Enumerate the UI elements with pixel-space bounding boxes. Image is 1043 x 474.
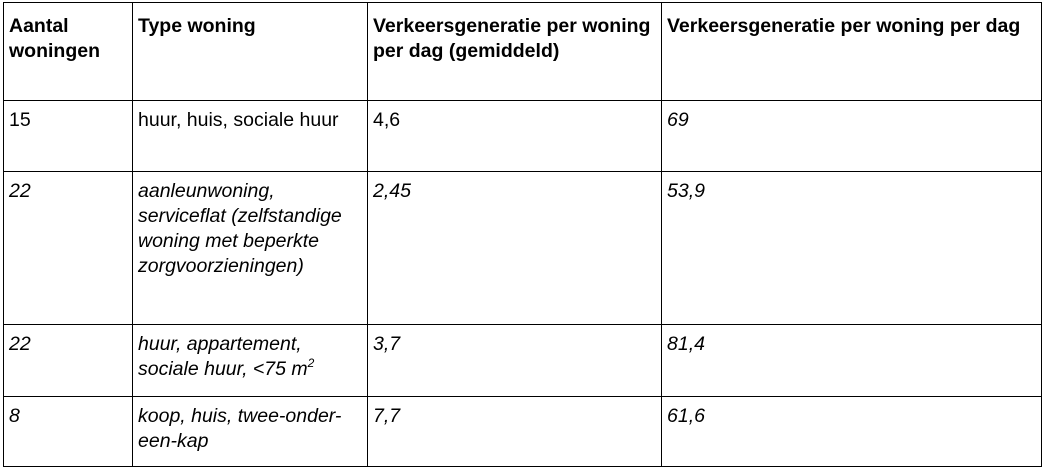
cell-type-text: koop, huis, twee-onder-een-kap <box>138 405 342 452</box>
table-row: 22 aanleunwoning, serviceflat (zelfstand… <box>3 171 1042 325</box>
cell-per-woning: 4,6 <box>367 100 662 172</box>
header-verkeersgeneratie-totaal: Verkeersgeneratie per woning per dag <box>661 2 1042 101</box>
cell-type-text: aanleunwoning, serviceflat (zelfstandige… <box>138 180 342 277</box>
table-row: 22 huur, appartement, sociale huur, <75 … <box>3 324 1042 397</box>
header-aantal-woningen: Aantal woningen <box>3 2 133 101</box>
traffic-generation-table: Aantal woningen Type woning Verkeersgene… <box>3 2 1042 467</box>
traffic-generation-table-wrapper: Aantal woningen Type woning Verkeersgene… <box>3 2 1042 467</box>
cell-totaal: 61,6 <box>661 396 1042 467</box>
cell-totaal: 53,9 <box>661 171 1042 325</box>
cell-totaal: 81,4 <box>661 324 1042 397</box>
header-type-woning: Type woning <box>132 2 368 101</box>
cell-type: koop, huis, twee-onder-een-kap <box>132 396 368 467</box>
cell-type: huur, appartement, sociale huur, <75 m2 <box>132 324 368 397</box>
header-verkeersgeneratie-gemiddeld: Verkeersgeneratie per woning per dag (ge… <box>367 2 662 101</box>
cell-aantal: 22 <box>3 171 133 325</box>
cell-type: aanleunwoning, serviceflat (zelfstandige… <box>132 171 368 325</box>
cell-aantal: 15 <box>3 100 133 172</box>
cell-per-woning: 2,45 <box>367 171 662 325</box>
cell-type: huur, huis, sociale huur <box>132 100 368 172</box>
cell-totaal: 69 <box>661 100 1042 172</box>
cell-aantal: 22 <box>3 324 133 397</box>
table-header-row: Aantal woningen Type woning Verkeersgene… <box>3 2 1042 101</box>
cell-per-woning: 3,7 <box>367 324 662 397</box>
table-row: 8 koop, huis, twee-onder-een-kap 7,7 61,… <box>3 396 1042 467</box>
cell-type-text: huur, appartement, sociale huur, <75 m <box>138 333 308 380</box>
table-row: 15 huur, huis, sociale huur 4,6 69 <box>3 100 1042 172</box>
cell-aantal: 8 <box>3 396 133 467</box>
superscript-2: 2 <box>307 355 315 370</box>
cell-type-text: huur, huis, sociale huur <box>138 109 339 131</box>
cell-per-woning: 7,7 <box>367 396 662 467</box>
